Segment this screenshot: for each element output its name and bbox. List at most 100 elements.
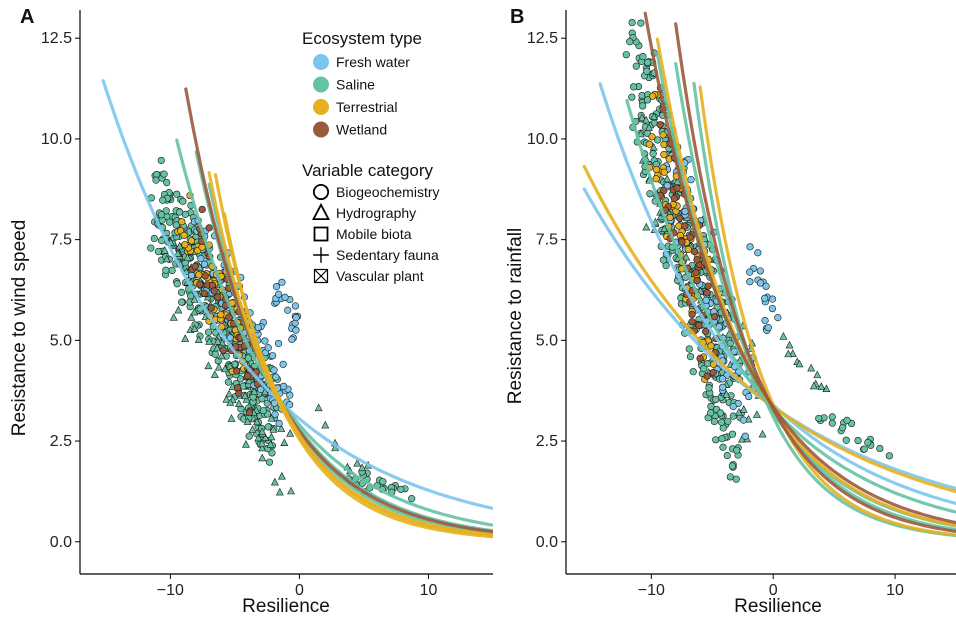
data-point — [173, 190, 181, 198]
data-point — [675, 222, 683, 230]
data-point — [686, 353, 695, 361]
data-point — [272, 373, 280, 381]
data-point — [275, 487, 284, 496]
data-point — [281, 293, 289, 301]
data-point — [254, 433, 263, 442]
data-point — [268, 449, 276, 457]
data-point — [205, 224, 213, 232]
data-point — [756, 267, 764, 275]
data-point — [241, 391, 250, 400]
data-point — [807, 363, 816, 372]
data-point — [709, 368, 717, 377]
data-point — [187, 313, 196, 321]
data-point — [245, 409, 254, 417]
data-point — [279, 360, 287, 368]
panel-b: B −10 0 10 0.0 2.5 5.0 7.5 10.0 12.5 Resilience… — [505, 6, 956, 617]
legend-ecosystem-label: Fresh water — [336, 54, 410, 70]
data-point — [678, 238, 686, 246]
fit-line — [625, 98, 956, 514]
data-point — [688, 310, 696, 319]
data-point — [162, 254, 171, 263]
data-point — [275, 419, 283, 428]
data-point — [162, 266, 170, 274]
legend: Ecosystem type Fresh water Saline Terrestr… — [302, 29, 440, 284]
data-point — [828, 413, 836, 421]
data-point — [277, 471, 286, 480]
y-tick-label: 10.0 — [527, 131, 558, 148]
data-point — [681, 222, 689, 230]
fit-line — [655, 37, 956, 528]
data-point — [269, 352, 277, 360]
data-point — [245, 376, 253, 385]
fit-line — [582, 187, 956, 491]
data-point — [675, 214, 684, 222]
data-point — [210, 370, 219, 378]
data-point — [177, 288, 186, 296]
data-point — [190, 295, 199, 303]
data-point — [659, 256, 668, 264]
data-point — [233, 384, 242, 392]
data-point — [854, 436, 862, 445]
data-point — [353, 458, 362, 467]
data-point — [642, 222, 651, 231]
data-point — [222, 395, 231, 403]
data-point — [822, 384, 831, 392]
data-point — [707, 409, 715, 417]
data-point — [172, 221, 180, 229]
data-point — [258, 427, 267, 435]
data-point — [660, 151, 668, 159]
legend-ecosystem-title: Ecosystem type — [302, 29, 422, 48]
fit-line — [643, 11, 956, 525]
data-point — [169, 313, 178, 321]
data-point — [204, 361, 213, 370]
data-point — [809, 381, 818, 390]
data-point — [642, 115, 651, 124]
fit-line — [101, 79, 493, 511]
data-point — [629, 83, 638, 91]
legend-shape-marker — [313, 268, 329, 284]
data-point — [236, 375, 245, 383]
data-point — [839, 424, 847, 432]
panel-a-y-ticks: 0.0 2.5 5.0 7.5 10.0 12.5 — [41, 30, 80, 551]
data-point — [885, 452, 893, 460]
data-point — [785, 340, 794, 349]
data-point — [843, 416, 851, 424]
data-point — [696, 354, 704, 362]
data-point — [656, 121, 664, 129]
data-point — [358, 463, 367, 472]
data-point — [214, 293, 222, 301]
data-point — [718, 435, 726, 443]
fit-line — [222, 212, 493, 539]
data-point — [196, 280, 204, 288]
data-point — [211, 350, 219, 358]
data-point — [292, 326, 300, 334]
data-point — [654, 136, 662, 144]
data-point — [758, 429, 767, 438]
data-point — [788, 349, 797, 357]
x-tick-label: 0 — [295, 582, 304, 599]
panel-a-letter: A — [20, 6, 34, 28]
panel-b-x-label: Resilience — [734, 596, 822, 617]
legend-category-title: Variable category — [302, 161, 434, 180]
data-point — [157, 211, 166, 219]
data-point — [673, 184, 681, 192]
data-point — [648, 133, 656, 141]
data-point — [864, 438, 872, 447]
y-tick-label: 12.5 — [41, 30, 72, 47]
data-point — [250, 387, 259, 395]
legend-ecosystem-label: Saline — [336, 77, 375, 93]
data-point — [174, 305, 183, 314]
data-point — [267, 413, 276, 422]
data-point — [314, 403, 323, 412]
data-point — [178, 218, 186, 226]
panel-a-x-ticks: −10 0 10 — [157, 574, 437, 599]
data-point — [292, 314, 300, 322]
data-point — [652, 175, 660, 183]
data-point — [722, 390, 731, 398]
data-point — [272, 283, 281, 291]
y-tick-label: 5.0 — [50, 332, 72, 349]
data-point — [173, 249, 182, 257]
data-point — [733, 446, 741, 454]
data-point — [719, 383, 727, 391]
y-tick-label: 5.0 — [536, 332, 558, 349]
